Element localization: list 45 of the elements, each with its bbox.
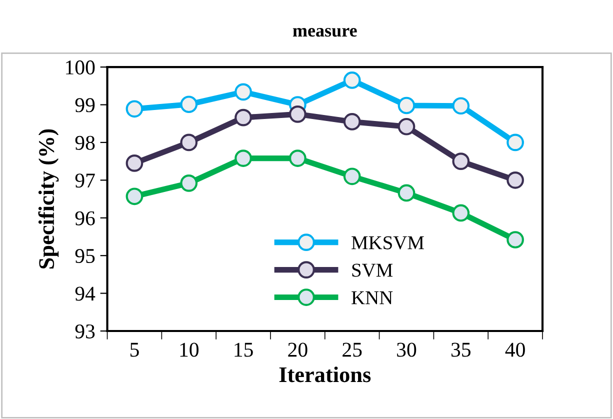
point <box>180 174 198 192</box>
x-tick-label: 25 <box>342 342 362 357</box>
point <box>126 154 144 172</box>
y-tick-label: 95 <box>75 249 95 264</box>
point <box>343 72 361 89</box>
x-tick-label: 30 <box>397 342 416 357</box>
legend-label: MKSVM <box>352 236 424 250</box>
point <box>289 105 306 123</box>
x-tick-label: 35 <box>451 342 470 357</box>
legend-label: KNN <box>352 291 393 304</box>
chart-title: measure <box>292 28 357 37</box>
y-axis-title: Specificity (%) <box>38 129 59 268</box>
y-tick-label: 94 <box>75 286 96 301</box>
point <box>452 152 470 170</box>
point <box>234 150 252 167</box>
point <box>398 118 416 136</box>
point <box>126 100 144 118</box>
point <box>180 134 198 152</box>
y-tick-label: 97 <box>75 174 95 188</box>
x-tick-label: 15 <box>234 342 253 357</box>
y-tick-label: 100 <box>66 60 95 74</box>
point <box>234 108 252 126</box>
y-tick-label: 93 <box>75 324 95 338</box>
point <box>506 171 524 189</box>
y-tick-label: 98 <box>75 136 95 150</box>
point <box>126 188 144 206</box>
x-tick-label: 20 <box>288 342 308 357</box>
legend-label: SVM <box>352 264 393 277</box>
y-tick-label: 96 <box>75 211 95 226</box>
point <box>289 150 306 167</box>
x-tick-label: 40 <box>505 342 525 357</box>
point <box>452 97 470 115</box>
point <box>180 96 198 114</box>
point <box>234 83 252 101</box>
point <box>343 168 361 186</box>
point <box>398 96 416 114</box>
point <box>343 113 361 130</box>
point <box>452 204 470 222</box>
y-tick-label: 99 <box>75 98 95 112</box>
x-tick-label: 10 <box>180 342 199 357</box>
x-axis-title: Iterations <box>279 366 371 382</box>
point <box>398 184 416 202</box>
point <box>506 134 524 152</box>
point <box>506 231 524 248</box>
x-tick-label: 5 <box>130 342 139 357</box>
